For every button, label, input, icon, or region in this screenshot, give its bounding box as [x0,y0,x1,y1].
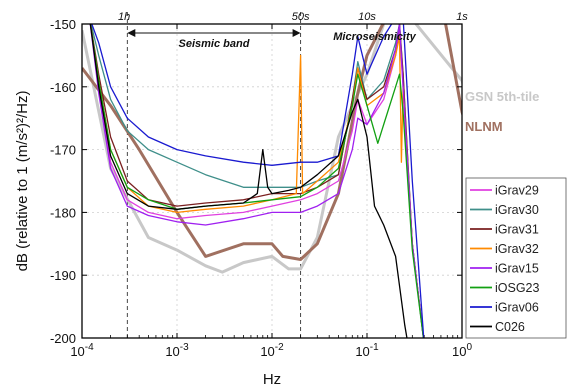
y-tick-label: -160 [50,80,76,95]
model-line [82,24,462,274]
period-label: 10s [358,11,376,23]
model-label: NLNM [465,119,503,134]
y-tick-label: -180 [50,205,76,220]
series-line [89,24,425,338]
y-tick-label: -170 [50,143,76,158]
period-label: 50s [292,11,310,23]
legend-label: iGrav29 [495,184,539,198]
microseismicity-label: Microseismicity [333,31,416,43]
gridlines [81,23,463,339]
legend-label: iOSG23 [495,281,540,295]
x-axis-label: Hz [263,371,281,388]
series-line [89,24,425,338]
series-line [89,24,425,338]
x-tick-label: 10-3 [165,342,189,359]
data-lines [82,24,462,338]
series-line [89,24,408,338]
model-labels: GSN 5th-tile NLNM [465,89,539,134]
period-label: 1h [118,11,130,23]
y-tick-label: -190 [50,268,76,283]
x-tick-label: 100 [452,342,472,359]
series-line [89,24,425,338]
series-line [89,24,425,338]
x-tick-label: 10-4 [70,342,94,359]
legend-label: iGrav32 [495,242,539,256]
annotations: 1h 50s 10s 1s Seismic band Microseismicity [118,11,468,50]
reference-lines [126,12,302,338]
x-tick-label: 10-2 [260,342,284,359]
legend-box [465,177,567,339]
seismic-band-label: Seismic band [179,38,250,50]
model-label: GSN 5th-tile [465,89,539,104]
y-tick-label: -150 [50,17,76,32]
legend-label: iGrav06 [495,301,539,315]
legend-label: C026 [495,320,525,334]
legend-label: iGrav30 [495,203,539,217]
series-line [91,24,425,338]
x-tick-label: 10-1 [355,342,379,359]
model-line [82,24,462,261]
legend: iGrav29 iGrav30 iGrav31 iGrav32 iGrav15 iOSG2… [465,177,567,339]
y-tick-label: -200 [50,331,76,346]
period-label: 1s [456,11,468,23]
y-axis-label: dB (relative to 1 (m/s²)²/Hz) [14,91,31,272]
series-line [90,24,425,338]
legend-label: iGrav31 [495,223,539,237]
legend-label: iGrav15 [495,262,539,276]
